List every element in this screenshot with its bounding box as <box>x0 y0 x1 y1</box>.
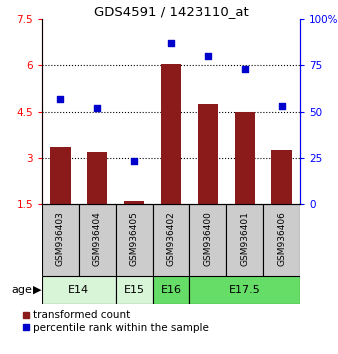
Point <box>168 40 174 46</box>
Bar <box>152 204 189 276</box>
Text: E16: E16 <box>161 285 182 295</box>
Bar <box>124 201 144 204</box>
Text: GSM936406: GSM936406 <box>277 211 286 266</box>
Text: GSM936400: GSM936400 <box>203 211 212 266</box>
Title: GDS4591 / 1423110_at: GDS4591 / 1423110_at <box>94 5 248 18</box>
Text: E15: E15 <box>124 285 145 295</box>
Bar <box>189 276 300 304</box>
Bar <box>235 112 255 204</box>
Text: GSM936401: GSM936401 <box>240 211 249 266</box>
Bar <box>79 204 116 276</box>
Text: age: age <box>11 285 32 295</box>
Text: GSM936405: GSM936405 <box>130 211 139 266</box>
Bar <box>42 204 79 276</box>
Text: GSM936404: GSM936404 <box>93 211 102 266</box>
Text: E17.5: E17.5 <box>229 285 261 295</box>
Point <box>131 159 137 164</box>
Legend: transformed count, percentile rank within the sample: transformed count, percentile rank withi… <box>22 309 210 334</box>
Point <box>242 66 247 72</box>
Text: ▶: ▶ <box>33 285 41 295</box>
Text: E14: E14 <box>68 285 90 295</box>
Point <box>95 105 100 111</box>
Point <box>58 96 63 101</box>
Bar <box>226 204 263 276</box>
Bar <box>42 276 116 304</box>
Point <box>279 103 284 109</box>
Bar <box>263 204 300 276</box>
Text: GSM936403: GSM936403 <box>56 211 65 266</box>
Bar <box>271 150 292 204</box>
Bar <box>161 64 181 204</box>
Point <box>205 53 211 59</box>
Text: GSM936402: GSM936402 <box>167 211 175 266</box>
Bar <box>50 147 71 204</box>
Bar <box>198 104 218 204</box>
Bar <box>116 204 152 276</box>
Bar <box>116 276 152 304</box>
Bar <box>152 276 189 304</box>
Bar <box>87 152 107 204</box>
Bar <box>189 204 226 276</box>
